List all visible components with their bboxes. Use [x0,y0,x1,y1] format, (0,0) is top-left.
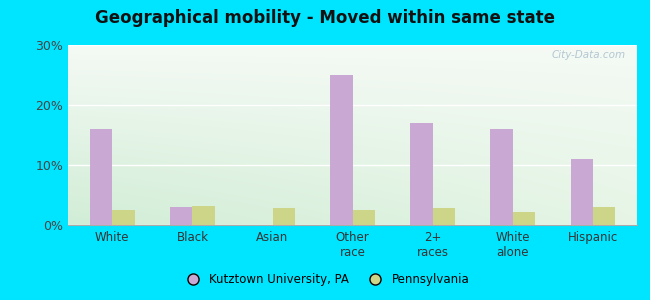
Bar [571,159,593,225]
Bar [490,129,513,225]
Legend: Kutztown University, PA, Pennsylvania: Kutztown University, PA, Pennsylvania [176,269,474,291]
Bar [410,123,433,225]
Text: Geographical mobility - Moved within same state: Geographical mobility - Moved within sam… [95,9,555,27]
Bar [593,207,616,225]
Bar [330,75,352,225]
Bar [90,129,112,225]
Text: City-Data.com: City-Data.com [551,50,625,60]
Bar [170,207,192,225]
Bar [192,206,215,225]
Bar [272,208,295,225]
Bar [513,212,535,225]
Bar [433,208,455,225]
Bar [112,210,135,225]
Bar [353,210,375,225]
